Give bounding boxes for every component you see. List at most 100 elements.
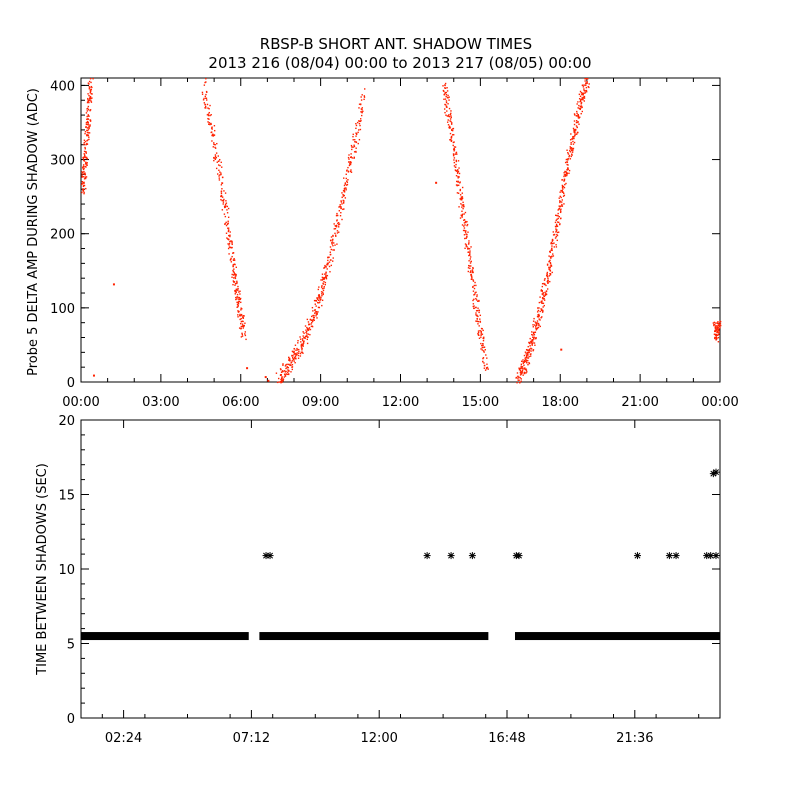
top-data-point [517, 379, 519, 381]
top-data-point [519, 368, 521, 370]
top-data-point [482, 337, 484, 339]
top-data-point [330, 259, 332, 261]
top-data-point [83, 143, 85, 146]
top-data-point [576, 133, 578, 135]
top-data-point [527, 359, 529, 362]
top-data-point [463, 229, 466, 232]
top-data-point [546, 273, 548, 276]
top-data-point [713, 324, 715, 327]
top-data-point [546, 263, 549, 265]
top-data-point [575, 133, 577, 135]
top-data-point [716, 325, 718, 327]
top-data-point [83, 178, 86, 180]
top-data-point [550, 265, 553, 267]
top-data-point [220, 194, 223, 197]
bottom-y-tick-label: 15 [58, 489, 75, 504]
top-data-point [291, 368, 294, 371]
top-data-point [244, 334, 247, 337]
top-data-point [571, 147, 573, 150]
top-data-point [531, 342, 533, 345]
top-data-point [446, 90, 449, 92]
top-data-point [573, 141, 576, 144]
top-data-point [475, 306, 477, 309]
top-data-point [522, 372, 524, 374]
top-data-point [232, 280, 235, 282]
top-data-point [568, 150, 571, 152]
top-data-point [550, 257, 552, 259]
top-data-point [449, 127, 451, 129]
top-data-point [89, 78, 92, 80]
top-data-point [545, 290, 548, 293]
top-data-point [364, 88, 366, 90]
top-data-point [470, 265, 472, 267]
top-data-point [284, 365, 287, 367]
top-data-point [224, 223, 226, 225]
top-data-point [469, 271, 471, 274]
top-data-point [717, 341, 720, 343]
top-data-point [480, 348, 482, 350]
top-data-point [84, 176, 86, 178]
top-data-point [340, 206, 342, 208]
top-data-point [220, 191, 223, 193]
top-data-point [572, 127, 575, 130]
bottom-y-tick-label: 0 [67, 712, 75, 727]
top-data-point [546, 288, 549, 290]
top-data-point [81, 173, 83, 175]
top-data-point [86, 134, 88, 136]
top-data-point [87, 107, 89, 110]
top-data-point [581, 110, 583, 113]
top-data-point [233, 268, 235, 270]
top-data-point [83, 192, 85, 195]
top-data-point [359, 128, 362, 131]
top-data-point [583, 84, 585, 86]
top-data-point [533, 332, 535, 335]
top-data-point [586, 78, 588, 80]
top-data-point [718, 322, 720, 325]
top-data-point [578, 104, 580, 107]
top-data-point [566, 163, 568, 166]
top-data-point [456, 170, 458, 172]
top-data-point [208, 111, 210, 114]
top-data-point [525, 368, 527, 370]
top-data-point [218, 160, 220, 162]
top-data-point [551, 245, 553, 247]
top-data-point [715, 336, 717, 339]
top-data-point [84, 174, 87, 176]
top-data-point [472, 271, 474, 274]
top-data-point [470, 246, 472, 248]
top-data-point [464, 231, 467, 233]
top-data-point [91, 93, 93, 95]
top-data-point [533, 331, 535, 334]
top-data-point [472, 279, 474, 281]
top-data-point [231, 246, 233, 249]
top-data-point [88, 127, 91, 129]
top-data-point [321, 276, 324, 279]
top-data-point [225, 202, 228, 204]
top-data-point [322, 291, 324, 293]
top-data-point [350, 144, 353, 147]
top-data-point [218, 169, 220, 171]
top-data-point [82, 189, 84, 191]
top-data-point [88, 94, 90, 97]
top-data-point [219, 171, 221, 173]
top-data-point [543, 279, 546, 281]
top-data-point [301, 347, 303, 350]
top-data-point [289, 363, 291, 366]
top-data-point [87, 100, 89, 103]
top-data-point [205, 93, 207, 96]
top-data-point [215, 152, 218, 154]
top-data-point [224, 203, 227, 206]
top-data-point [358, 103, 361, 105]
top-data-point [87, 132, 90, 134]
top-data-point [568, 154, 571, 157]
top-data-point [287, 369, 289, 371]
top-data-point [471, 270, 474, 273]
top-data-point [85, 122, 88, 124]
top-data-point [583, 96, 585, 98]
top-data-point [450, 112, 452, 115]
top-data-point [233, 263, 236, 265]
top-data-point [285, 367, 287, 370]
top-data-point [83, 156, 85, 159]
top-data-point [84, 132, 86, 135]
top-data-point [324, 265, 326, 268]
